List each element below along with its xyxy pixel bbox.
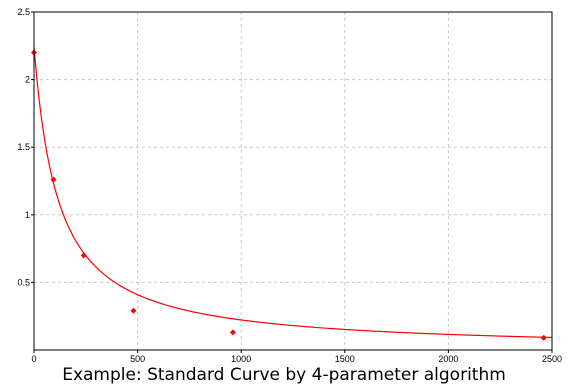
x-tick-label: 0: [31, 354, 36, 362]
x-tick-label: 1000: [231, 354, 251, 362]
data-points: [31, 49, 547, 341]
x-tick-label: 1500: [335, 354, 355, 362]
y-tick-label: 0.5: [17, 277, 30, 287]
x-axis-ticks: 0 500 1000 1500 2000 2500: [31, 350, 562, 364]
data-point: [130, 307, 137, 314]
y-axis-ticks: 0.5 1 1.5 2 2.5: [17, 7, 34, 287]
grid-lines: [34, 12, 552, 350]
y-tick-label: 2.5: [17, 7, 30, 17]
data-point: [540, 334, 547, 341]
plot-background: [34, 12, 552, 350]
data-point: [50, 176, 57, 183]
y-tick-label: 2: [25, 75, 30, 85]
y-tick-label: 1: [25, 210, 30, 220]
plot-frame: [33, 11, 553, 351]
x-tick-label: 500: [130, 354, 145, 362]
fit-curve: [33, 47, 553, 339]
standard-curve-chart: 0 500 1000 1500 2000 2500 0.5 1 1.5 2 2.5: [17, 7, 562, 364]
data-point: [80, 252, 87, 259]
y-tick-label: 1.5: [17, 142, 30, 152]
chart-caption: Example: Standard Curve by 4-parameter a…: [62, 365, 506, 385]
data-point: [229, 329, 236, 336]
x-tick-label: 2000: [438, 354, 458, 362]
x-tick-label: 2500: [542, 354, 562, 362]
